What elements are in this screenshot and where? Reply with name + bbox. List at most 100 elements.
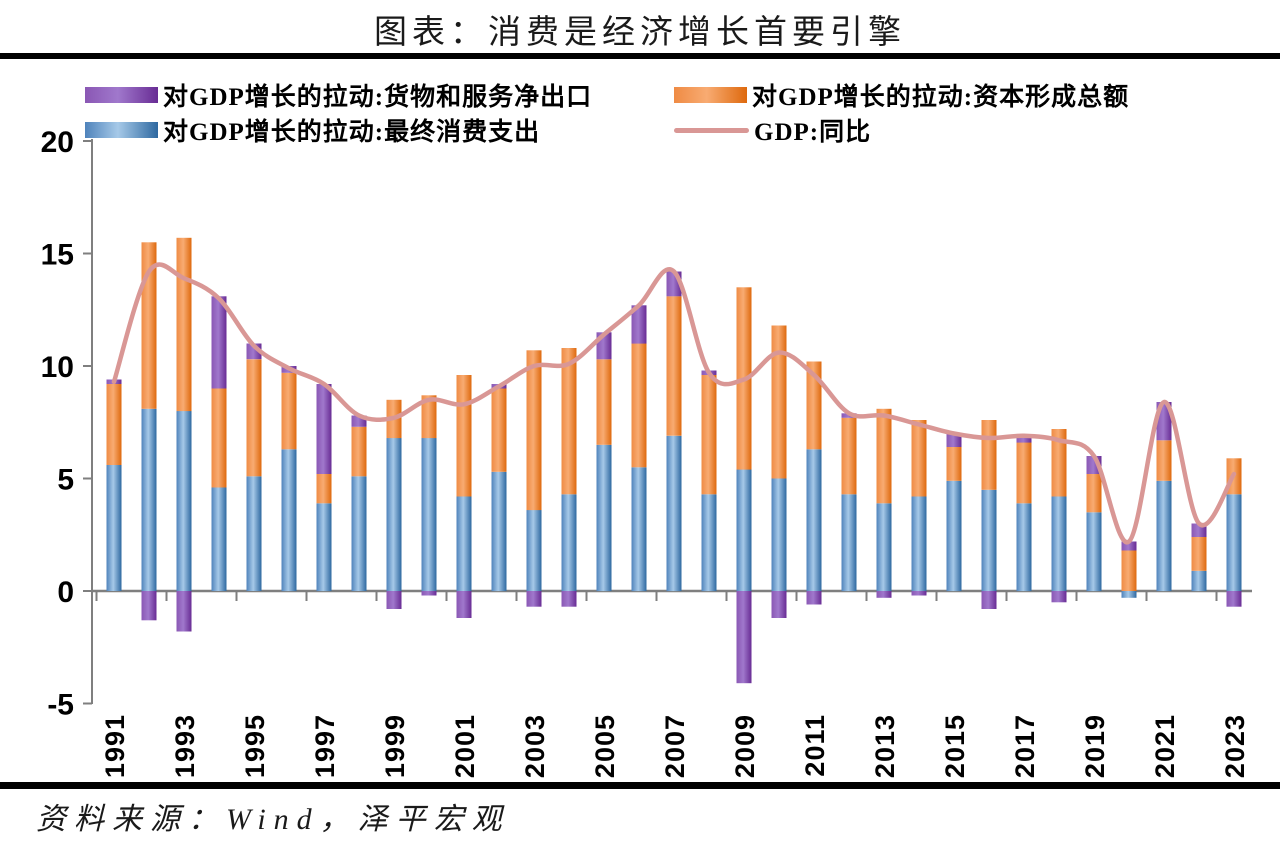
x-tick-label: 2021 (1150, 714, 1180, 778)
x-tick-label: 2005 (590, 714, 620, 778)
bar-segment-consumption (666, 435, 682, 592)
bar-segment-consumption (1051, 496, 1067, 591)
bar-segment-capital (421, 395, 437, 439)
bar-segment-net_exports (141, 591, 157, 621)
bar-segment-capital (806, 361, 822, 450)
bar-segment-capital (246, 359, 262, 477)
bar-segment-capital (176, 237, 192, 412)
bar-segment-consumption (876, 503, 892, 592)
bar-segment-capital (946, 447, 962, 481)
bar-segment-net_exports (876, 591, 892, 598)
bar-segment-consumption (911, 496, 927, 591)
bar-segment-capital (1016, 442, 1032, 504)
bar-segment-consumption (386, 438, 402, 591)
bar-segment-capital (876, 408, 892, 504)
x-tick-label: 1991 (100, 714, 130, 778)
bar-segment-capital (1051, 429, 1067, 497)
y-tick-label: 20 (41, 126, 74, 159)
bar-segment-capital (596, 359, 612, 445)
x-tick-label: 2015 (940, 714, 970, 778)
bar-segment-consumption (736, 469, 752, 591)
legend-label-gdp-line: GDP:同比 (754, 119, 872, 146)
bar-segment-net_exports (351, 415, 367, 427)
legend-label-net-exports: 对GDP增长的拉动:货物和服务净出口 (163, 84, 593, 111)
bar-segment-capital (456, 375, 472, 497)
bar-segment-capital (841, 417, 857, 495)
bar-segment-net_exports (176, 591, 192, 632)
bar-segment-consumption (1191, 570, 1207, 592)
bar-segment-capital (911, 420, 927, 497)
bar-segment-consumption (281, 449, 297, 592)
bar-segment-consumption (561, 494, 577, 592)
bar-segment-capital (1156, 440, 1172, 481)
bar-segment-consumption (176, 411, 192, 591)
x-tick-label: 1997 (310, 714, 340, 778)
bar-segment-consumption (141, 408, 157, 592)
bar-segment-net_exports (561, 591, 577, 607)
source-note: 资料来源：Wind，泽平宏观 (36, 803, 510, 836)
bar-segment-consumption (351, 476, 367, 591)
bar-segment-capital (351, 426, 367, 477)
bar-segment-net_exports (911, 591, 927, 596)
legend-item-consumption: 对GDP增长的拉动:最终消费支出 (85, 116, 540, 146)
bottom-divider (0, 782, 1280, 789)
bar-segment-consumption (596, 444, 612, 592)
y-tick-label: -5 (47, 689, 74, 722)
bar-segment-capital (771, 325, 787, 479)
bar-segment-net_exports (946, 433, 962, 447)
bar-segment-net_exports (736, 591, 752, 684)
bar-segment-consumption (316, 503, 332, 592)
legend-swatch-consumption (85, 122, 158, 138)
x-tick-label: 2001 (450, 714, 480, 778)
legend-item-capital: 对GDP增长的拉动:资本形成总额 (674, 81, 1129, 111)
bar-segment-consumption (981, 489, 997, 592)
legend-item-net-exports: 对GDP增长的拉动:货物和服务净出口 (85, 81, 592, 111)
bar-segment-consumption (526, 510, 542, 591)
bar-segment-consumption (456, 496, 472, 591)
bar-segment-net_exports (806, 591, 822, 605)
x-tick-label: 2011 (800, 714, 830, 777)
bar-segment-net_exports (981, 591, 997, 609)
legend-item-gdp-line: GDP:同比 (674, 116, 871, 146)
bar-segment-net_exports (456, 591, 472, 618)
bar-segment-capital (491, 388, 507, 472)
bar-segment-net_exports (421, 591, 437, 596)
bar-segment-capital (981, 420, 997, 490)
bar-segment-net_exports (526, 591, 542, 607)
bar-segment-net_exports (771, 591, 787, 618)
x-tick-label: 2007 (660, 714, 690, 778)
y-tick-label: 10 (41, 351, 74, 384)
bar-segment-capital (316, 474, 332, 504)
bar-segment-net_exports (1121, 541, 1137, 551)
bar-segment-consumption (771, 478, 787, 591)
bar-segment-consumption (1086, 512, 1102, 592)
bar-segment-consumption (946, 480, 962, 592)
bar-segment-consumption (421, 438, 437, 591)
bar-segment-consumption (1226, 494, 1242, 592)
bar-segment-capital (281, 372, 297, 450)
bar-segment-net_exports (1226, 591, 1242, 607)
bar-segment-net_exports (316, 384, 332, 474)
bar-segment-consumption (1121, 591, 1137, 598)
x-tick-label: 1993 (170, 714, 200, 778)
bar-segment-consumption (701, 494, 717, 592)
bar-segment-consumption (806, 449, 822, 592)
legend-swatch-gdp-line (674, 127, 749, 133)
bar-segment-net_exports (631, 305, 647, 344)
bar-segment-consumption (491, 471, 507, 592)
page-title: 图表：消费是经济增长首要引擎 (374, 15, 906, 51)
y-tick-label: 15 (41, 239, 74, 272)
bar-segment-net_exports (1051, 591, 1067, 603)
x-tick-label: 2019 (1080, 714, 1110, 778)
bar-segment-consumption (106, 465, 122, 591)
bar-segment-capital (211, 388, 227, 488)
bar-segment-consumption (631, 467, 647, 592)
top-divider (0, 53, 1280, 59)
legend-label-capital: 对GDP增长的拉动:资本形成总额 (752, 84, 1130, 111)
legend-swatch-net-exports (85, 87, 158, 103)
bar-segment-net_exports (211, 296, 227, 389)
bar-segment-capital (561, 348, 577, 495)
bar-segment-capital (1121, 550, 1137, 591)
bar-segment-consumption (1156, 480, 1172, 592)
